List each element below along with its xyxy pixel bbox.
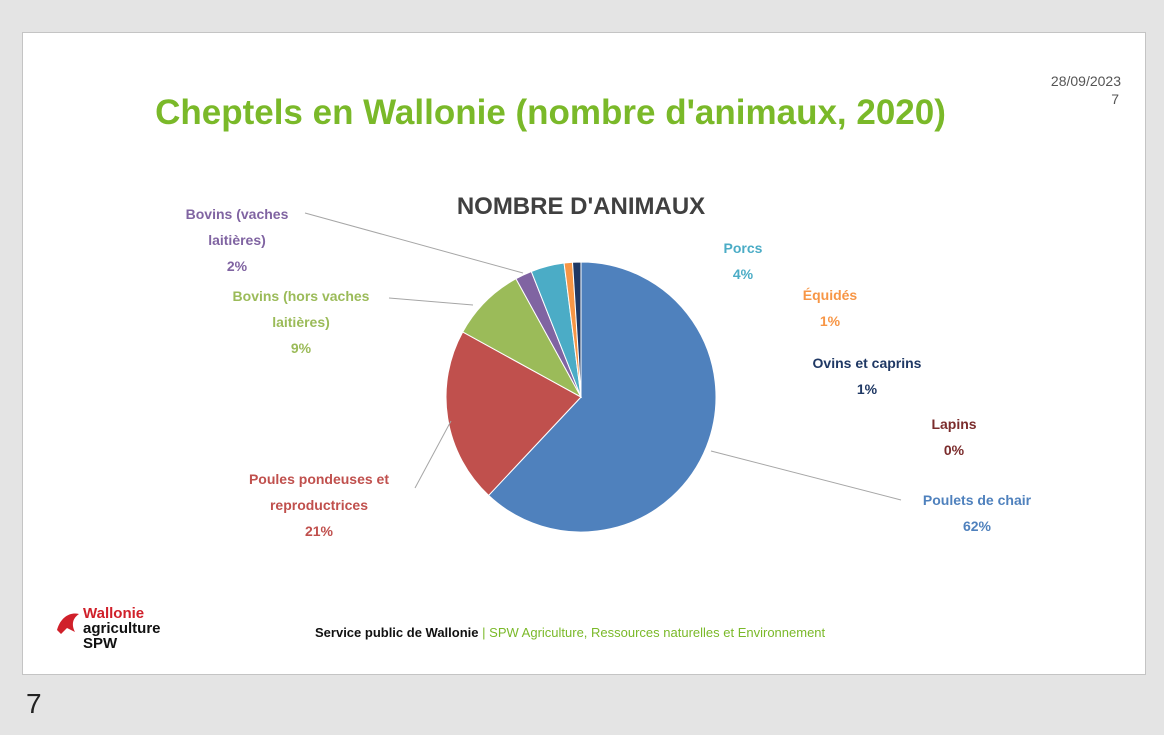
footer-separator: | xyxy=(482,625,486,640)
footer-left: Service public de Wallonie xyxy=(315,625,479,640)
data-label: Bovins (vaches laitières) 2% xyxy=(162,201,312,279)
pie-chart xyxy=(304,212,902,533)
pie-slice xyxy=(445,331,582,497)
footer-right: SPW Agriculture, Ressources naturelles e… xyxy=(489,625,826,640)
category-label: Bovins (hors vaches laitières) xyxy=(232,288,370,330)
logo: Wallonie agriculture SPW xyxy=(55,606,161,651)
value-label: 62% xyxy=(962,518,992,534)
leader-line xyxy=(388,297,474,306)
logo-line: agriculture xyxy=(83,620,161,637)
data-label: Ovins et caprins 1% xyxy=(787,350,947,402)
slide-title: Cheptels en Wallonie (nombre d'animaux, … xyxy=(155,93,946,132)
logo-icon xyxy=(57,613,79,634)
value-label: 4% xyxy=(732,266,754,282)
slide-page: 7 xyxy=(1111,91,1119,107)
category-label: Lapins xyxy=(931,416,977,432)
value-label: 21% xyxy=(304,523,334,539)
slide: 28/09/2023 7 Cheptels en Wallonie (nombr… xyxy=(22,32,1146,675)
category-label: Bovins (vaches laitières) xyxy=(185,206,289,248)
value-label: 9% xyxy=(290,340,312,356)
slide-date: 28/09/2023 xyxy=(1050,73,1121,89)
category-label: Porcs xyxy=(723,240,763,256)
pie-slice xyxy=(487,261,717,533)
category-label: Équidés xyxy=(802,287,858,303)
leader-line xyxy=(304,212,524,274)
footer: Service public de Wallonie | SPW Agricul… xyxy=(315,625,825,640)
value-label: 0% xyxy=(943,442,965,458)
value-label: 2% xyxy=(226,258,248,274)
data-label: Porcs 4% xyxy=(703,235,783,287)
data-label: Bovins (hors vaches laitières) 9% xyxy=(211,283,391,361)
leader-line xyxy=(710,450,902,501)
data-label: Poules pondeuses et reproductrices 21% xyxy=(224,466,414,544)
category-label: Poules pondeuses et reproductrices xyxy=(248,471,390,513)
data-label: Poulets de chair 62% xyxy=(917,487,1037,539)
logo-line: SPW xyxy=(83,635,118,652)
leader-line xyxy=(414,420,452,489)
chart-title: NOMBRE D'ANIMAUX xyxy=(456,193,706,220)
data-label: Équidés 1% xyxy=(790,282,870,334)
value-label: 1% xyxy=(819,313,841,329)
category-label: Poulets de chair xyxy=(922,492,1032,508)
thumbnail-number: 7 xyxy=(26,688,42,719)
logo-line: Wallonie xyxy=(83,605,145,622)
value-label: 1% xyxy=(856,381,878,397)
data-label: Lapins 0% xyxy=(914,411,994,463)
category-label: Ovins et caprins xyxy=(812,355,922,371)
